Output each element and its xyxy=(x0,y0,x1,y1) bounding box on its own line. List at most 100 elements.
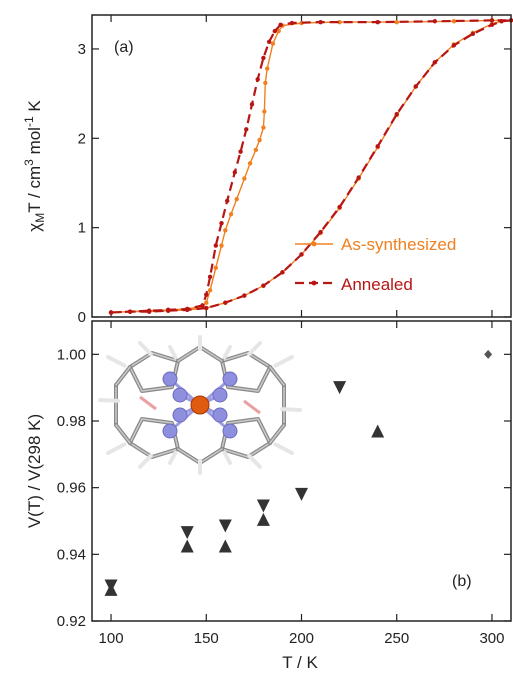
x-tick-label: 300 xyxy=(479,630,504,647)
marker-diamond xyxy=(484,349,493,359)
panel-b-ylabel: V(T) / V(298 K) xyxy=(25,414,44,528)
data-point-annealed xyxy=(289,20,295,26)
data-point-as-synthesized xyxy=(276,28,281,34)
ylabel-part1: T / cm xyxy=(25,166,44,213)
data-point-annealed xyxy=(280,270,285,275)
panel-a-ytick-label: 2 xyxy=(78,130,86,147)
data-point-annealed xyxy=(242,293,247,298)
data-point-as-synthesized xyxy=(265,66,270,71)
data-point-annealed xyxy=(356,175,361,180)
x-axis-label: T / K xyxy=(282,653,318,672)
data-point-annealed xyxy=(489,18,495,23)
molecule-hydrogen xyxy=(106,355,127,368)
panel-a-axes: 0 1 2 3 xyxy=(78,15,511,326)
data-point-annealed xyxy=(432,19,438,24)
molecule-boron-bond xyxy=(139,395,157,411)
data-point-as-synthesized xyxy=(261,125,266,130)
data-point-annealed xyxy=(238,149,243,154)
marker-triangle-down xyxy=(180,526,194,540)
marker-triangle-down xyxy=(333,381,347,395)
marker-triangle-up xyxy=(371,424,385,438)
molecule-bond-highlight xyxy=(269,366,285,386)
data-point-annealed xyxy=(375,19,380,25)
data-point-annealed xyxy=(413,84,418,89)
data-point-as-synthesized xyxy=(219,243,224,248)
molecule-hydrogen xyxy=(273,442,294,455)
data-point-annealed xyxy=(266,39,272,45)
data-point-as-synthesized xyxy=(451,19,457,24)
panel-b-ytick-label: 0.98 xyxy=(57,413,86,430)
data-point-annealed xyxy=(451,43,457,48)
data-point-as-synthesized xyxy=(394,19,399,25)
data-point-annealed xyxy=(299,252,304,257)
data-point-annealed xyxy=(278,22,283,28)
data-point-as-synthesized xyxy=(223,228,228,233)
ylabel-chi: χ xyxy=(25,223,44,232)
data-point-annealed xyxy=(394,111,399,117)
panel-b-markers xyxy=(104,349,493,596)
data-point-annealed xyxy=(337,204,342,210)
molecule-hydrogen xyxy=(168,450,178,465)
marker-triangle-down xyxy=(218,519,232,533)
data-point-as-synthesized xyxy=(234,196,239,202)
data-point-annealed xyxy=(375,144,380,149)
data-point-as-synthesized xyxy=(228,212,234,217)
data-point-as-synthesized xyxy=(213,265,218,271)
ylabel-sub-m: M xyxy=(33,213,47,223)
data-point-annealed xyxy=(185,307,190,313)
molecule-hydrogen xyxy=(247,453,262,469)
data-point-annealed xyxy=(470,31,476,36)
data-point-annealed xyxy=(244,127,249,132)
molecule-nitrogen-atom xyxy=(162,423,178,439)
data-point-annealed xyxy=(165,308,171,313)
molecule-hydrogen xyxy=(98,398,120,403)
data-point-annealed xyxy=(499,19,504,24)
molecule-bond-highlight xyxy=(269,424,285,444)
data-point-annealed xyxy=(318,229,323,235)
panel-b-ytick-label: 1.00 xyxy=(57,346,86,363)
marker-triangle-up xyxy=(104,582,118,596)
data-point-as-synthesized xyxy=(247,161,253,166)
data-point-as-synthesized xyxy=(207,287,213,293)
data-point-annealed xyxy=(146,309,152,314)
panel-a-ytick-label: 0 xyxy=(78,309,86,326)
data-point-annealed xyxy=(219,220,224,226)
data-point-annealed xyxy=(232,170,238,175)
x-tick-label: 250 xyxy=(384,630,409,647)
molecule-nitrogen-atom xyxy=(222,371,238,387)
panel-b-frame xyxy=(91,320,512,622)
panel-b-label: (b) xyxy=(452,573,472,590)
series-line-as-synthesized xyxy=(110,19,512,314)
data-point-as-synthesized xyxy=(270,41,276,46)
molecule-hydrogen xyxy=(168,345,178,360)
panel-b-ytick-label: 0.94 xyxy=(57,546,86,563)
data-point-as-synthesized xyxy=(262,109,267,114)
molecule-nitrogen-atom xyxy=(172,407,188,423)
data-point-as-synthesized xyxy=(242,176,247,181)
molecule-nitrogen-atom xyxy=(212,387,228,403)
data-point-annealed xyxy=(204,292,209,297)
data-point-as-synthesized xyxy=(257,137,262,143)
marker-triangle-up xyxy=(256,512,270,526)
data-point-annealed xyxy=(223,300,228,305)
panel-a-legend: As-synthesized Annealed xyxy=(295,235,456,294)
data-point-as-synthesized xyxy=(204,300,209,305)
molecule-nitrogen-atom xyxy=(172,387,188,403)
data-point-annealed xyxy=(204,305,209,311)
panel-a-ylabel: χMT / cm3 mol-1 K xyxy=(22,100,47,232)
x-tick-label: 100 xyxy=(99,630,124,647)
data-point-annealed xyxy=(255,77,260,82)
ylabel-part3: K xyxy=(25,100,44,117)
data-point-annealed xyxy=(489,22,495,28)
data-point-annealed xyxy=(432,60,438,65)
panel-a-ytick-label: 1 xyxy=(78,220,86,237)
molecule-structure-image xyxy=(98,335,302,475)
data-point-annealed xyxy=(318,19,323,25)
data-point-as-synthesized xyxy=(253,147,258,153)
panel-a-ytick-label: 3 xyxy=(78,41,86,58)
molecule-boron-bond xyxy=(243,399,261,415)
data-point-annealed xyxy=(272,28,278,34)
molecule-hydrogen xyxy=(138,453,153,469)
series-line-annealed xyxy=(110,19,512,314)
